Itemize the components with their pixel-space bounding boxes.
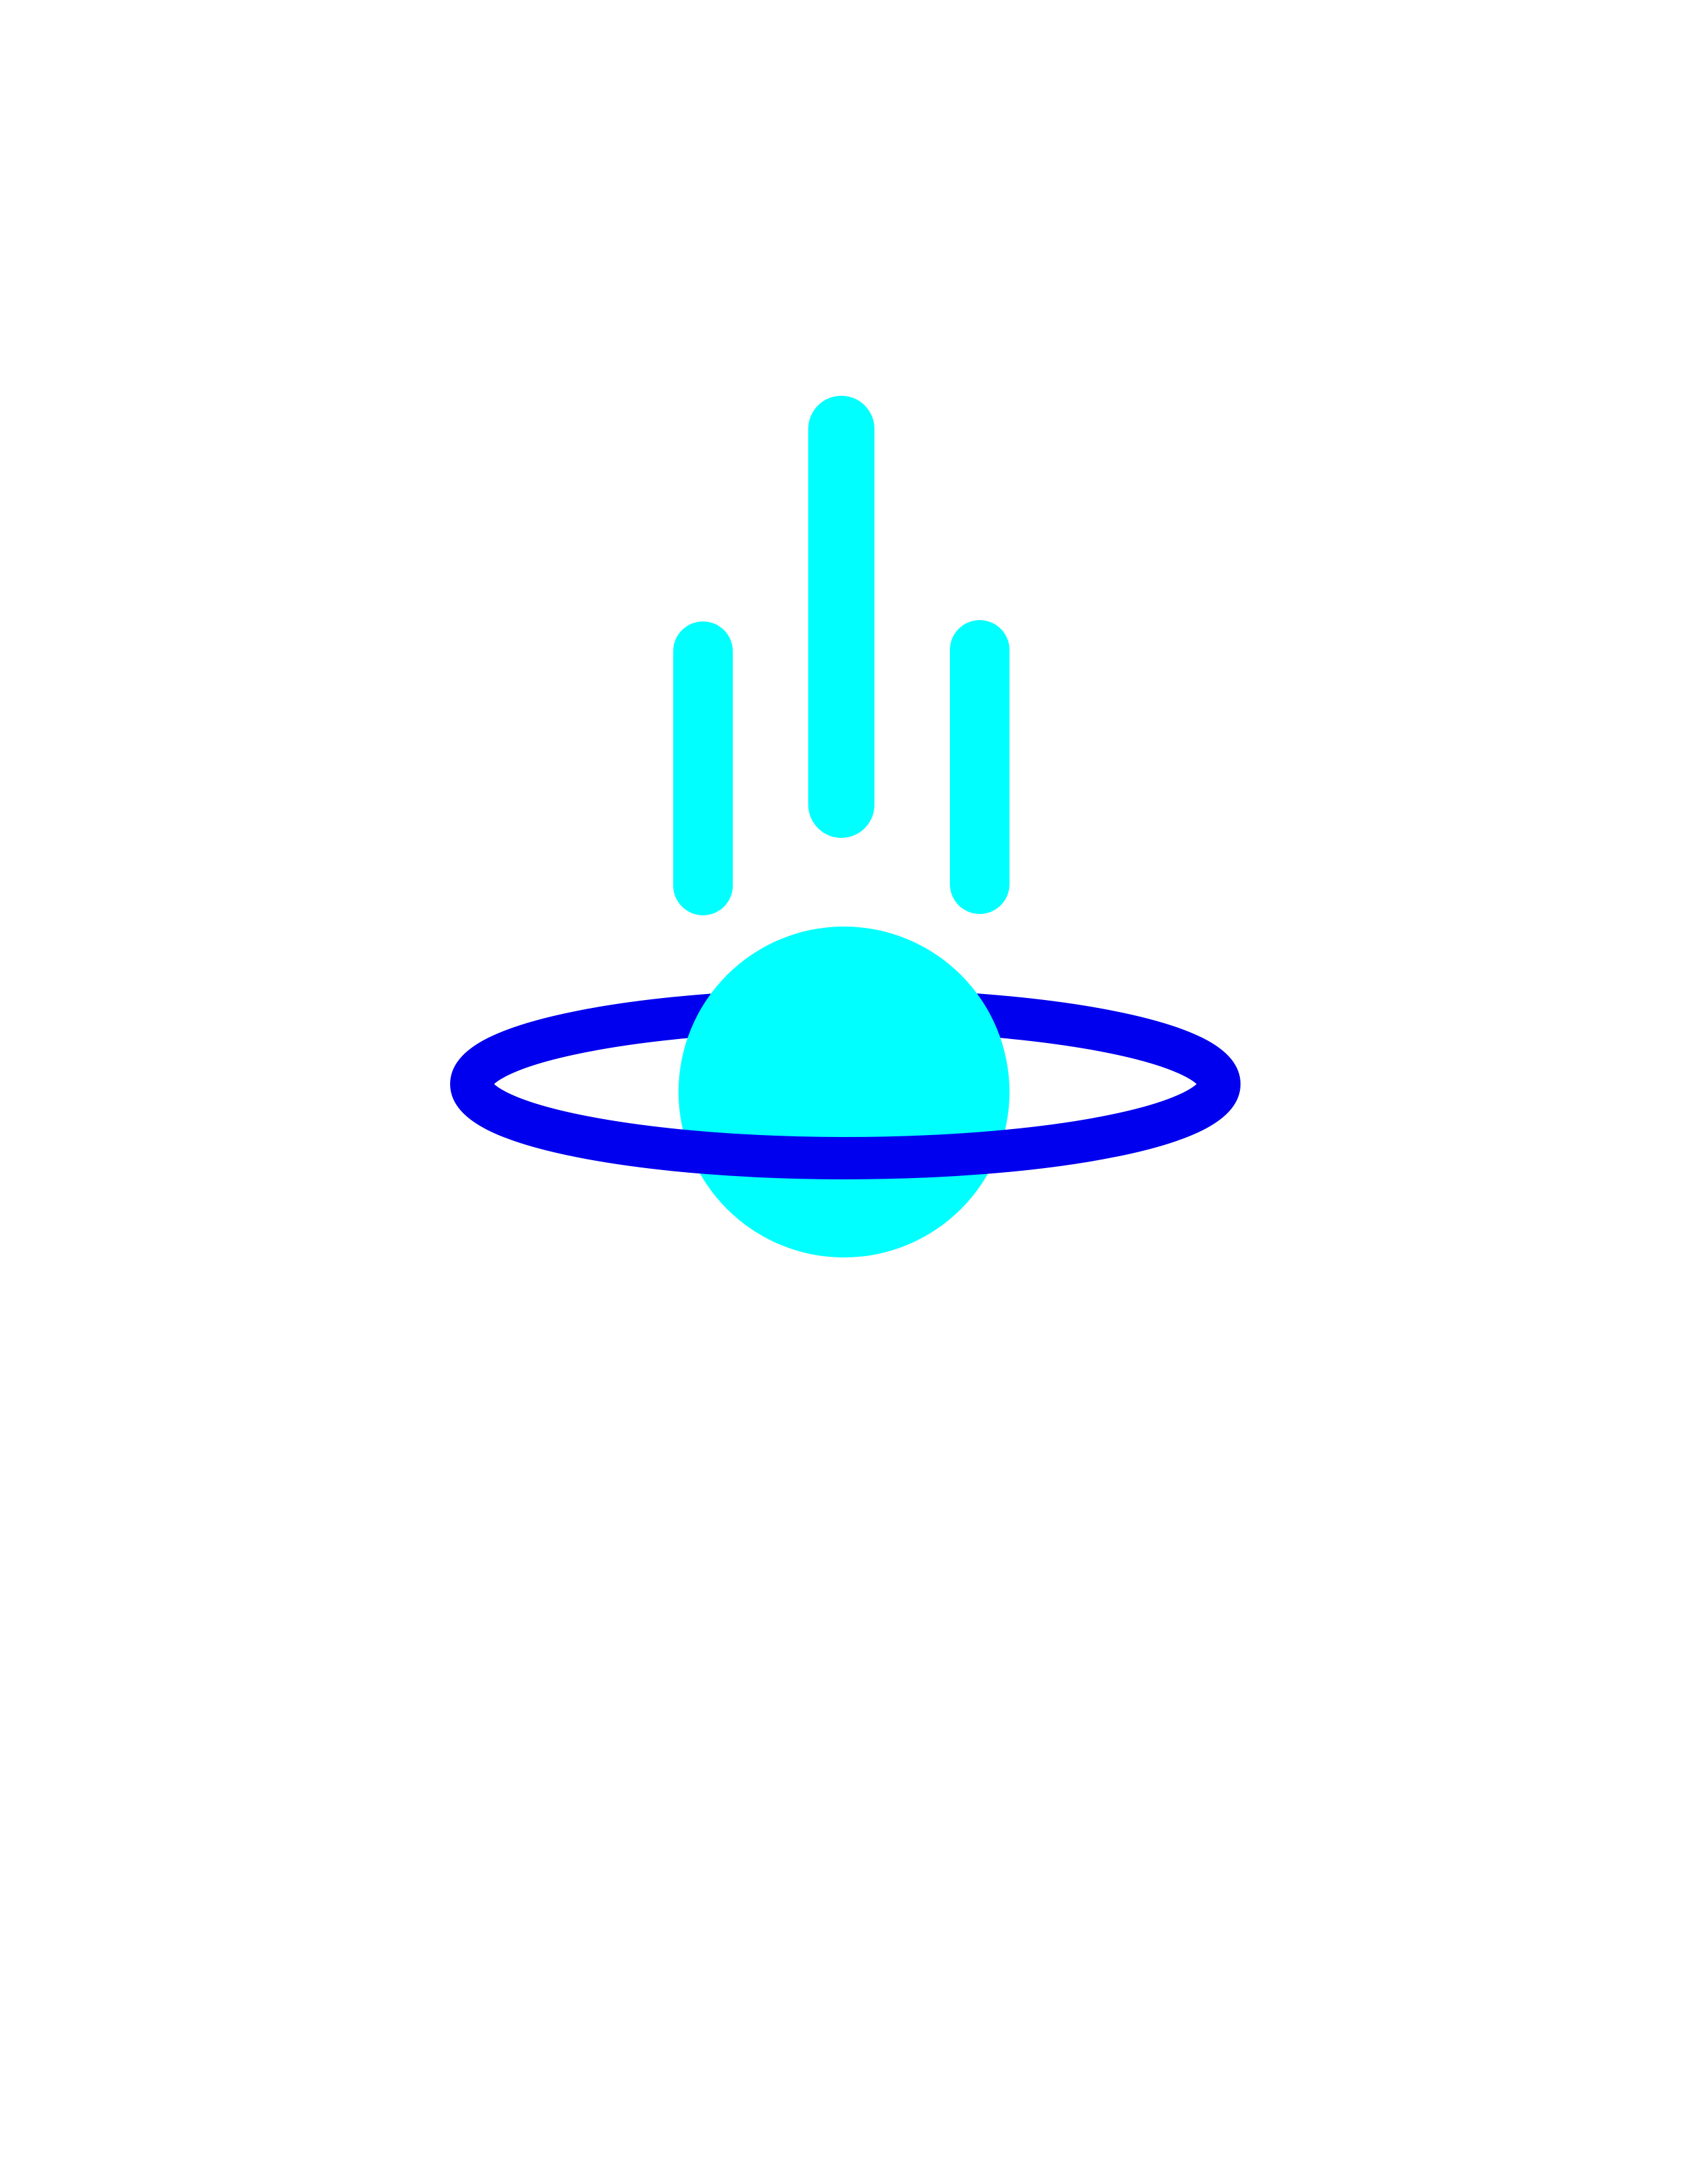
ring-front-arc bbox=[450, 1080, 1241, 1179]
planet-sphere-icon bbox=[679, 927, 1009, 1257]
falling-streaks bbox=[673, 396, 1009, 915]
